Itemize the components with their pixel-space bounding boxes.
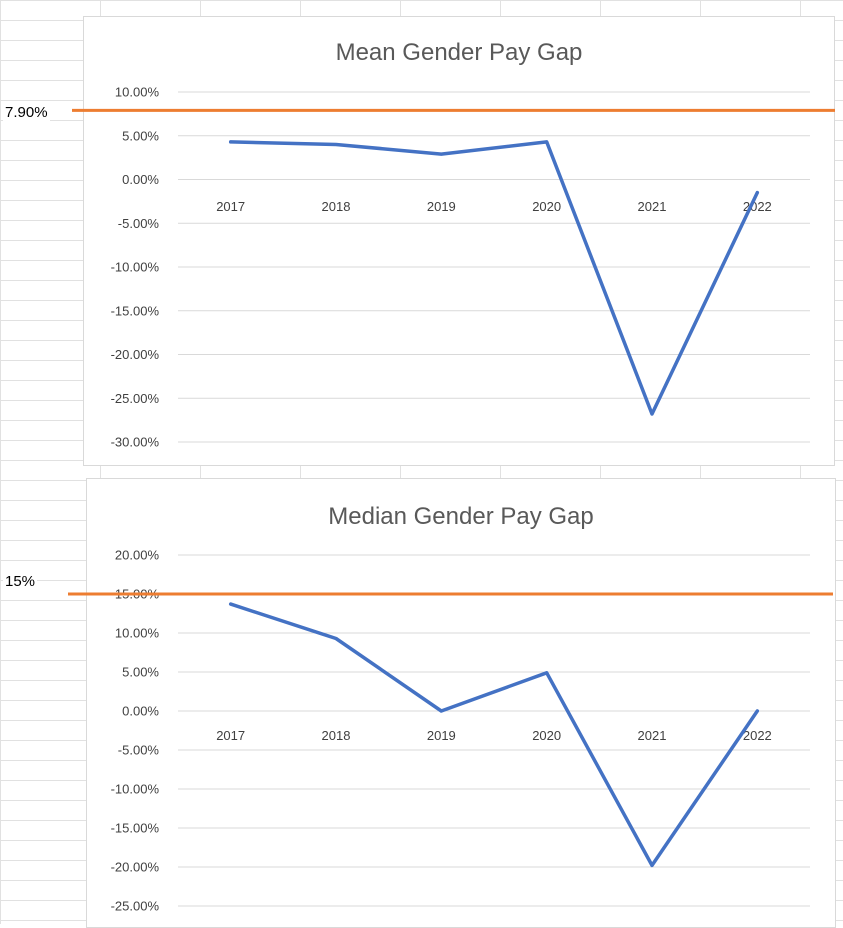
x-category-label: 2018 [322,728,351,743]
y-tick-label: -15.00% [111,821,160,836]
x-category-label: 2017 [216,199,245,214]
median-data-point [229,602,233,606]
y-tick-label: 10.00% [115,626,160,641]
y-tick-label: 5.00% [122,128,159,143]
median-data-point [545,671,549,675]
x-category-label: 2021 [638,199,667,214]
x-category-label: 2022 [743,728,772,743]
median-data-point [755,709,759,713]
x-category-label: 2019 [427,199,456,214]
median-chart-title: Median Gender Pay Gap [328,503,594,530]
y-tick-label: 0.00% [122,172,159,187]
y-tick-label: -5.00% [118,216,160,231]
median-data-point [439,709,443,713]
x-category-label: 2017 [216,728,245,743]
median-series-line [228,602,760,868]
median-data-point [334,636,338,640]
mean-data-point [650,412,654,416]
y-tick-label: -5.00% [118,743,160,758]
y-tick-label: -10.00% [111,260,160,275]
y-tick-label: -25.00% [111,899,160,914]
x-category-label: 2020 [532,728,561,743]
y-tick-label: -20.00% [111,860,160,875]
y-tick-label: 5.00% [122,665,159,680]
median-chart: Median Gender Pay Gap20.00%15.00%10.00%5… [68,503,833,914]
y-tick-label: -20.00% [111,347,160,362]
y-tick-label: 10.00% [115,85,160,100]
y-tick-label: 20.00% [115,548,160,563]
y-tick-label: -30.00% [111,435,160,450]
mean-data-point [229,140,233,144]
median-reference-label[interactable]: 15% [3,573,38,591]
x-category-label: 2018 [322,199,351,214]
mean-data-point [334,143,338,146]
y-tick-label: -10.00% [111,782,160,797]
x-category-label: 2020 [532,199,561,214]
mean-chart-title: Mean Gender Pay Gap [336,39,583,66]
y-tick-label: -15.00% [111,303,160,318]
mean-data-point [545,140,549,144]
mean-chart: Mean Gender Pay Gap 10.00% 5.00% 0.00% -5.00… [72,39,835,450]
y-tick-label: -25.00% [111,391,160,406]
mean-data-point [755,191,759,195]
mean-pay-gap-chart-area[interactable] [83,16,835,466]
y-tick-label: 0.00% [122,704,159,719]
mean-data-point [439,152,443,156]
x-category-label: 2019 [427,728,456,743]
median-data-point [650,863,654,867]
x-category-label: 2021 [638,728,667,743]
mean-series-line [228,140,760,416]
mean-reference-label[interactable]: 7.90% [3,104,50,122]
